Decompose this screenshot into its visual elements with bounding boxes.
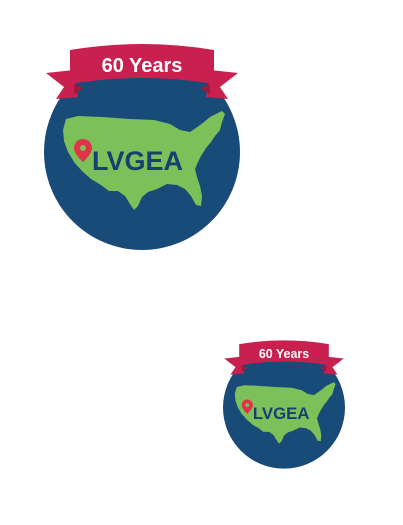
usa-map-icon (234, 382, 336, 444)
org-name: LVGEA (92, 146, 183, 176)
badge-graphic: LVGEA 60 Years (223, 340, 345, 469)
badge-graphic: LVGEA 60 Years (44, 44, 240, 250)
ribbon-text: 60 Years (259, 347, 309, 361)
ribbon-banner (239, 340, 329, 366)
map-pin-icon (74, 139, 92, 162)
ribbon-banner (70, 44, 214, 84)
ribbon-text: 60 Years (102, 55, 183, 77)
badge-small: LVGEA 60 Years (223, 340, 345, 469)
badge-large: LVGEA 60 Years (44, 44, 240, 250)
map-pin-icon (241, 399, 253, 414)
usa-map-icon (63, 111, 225, 210)
org-name: LVGEA (253, 404, 310, 423)
